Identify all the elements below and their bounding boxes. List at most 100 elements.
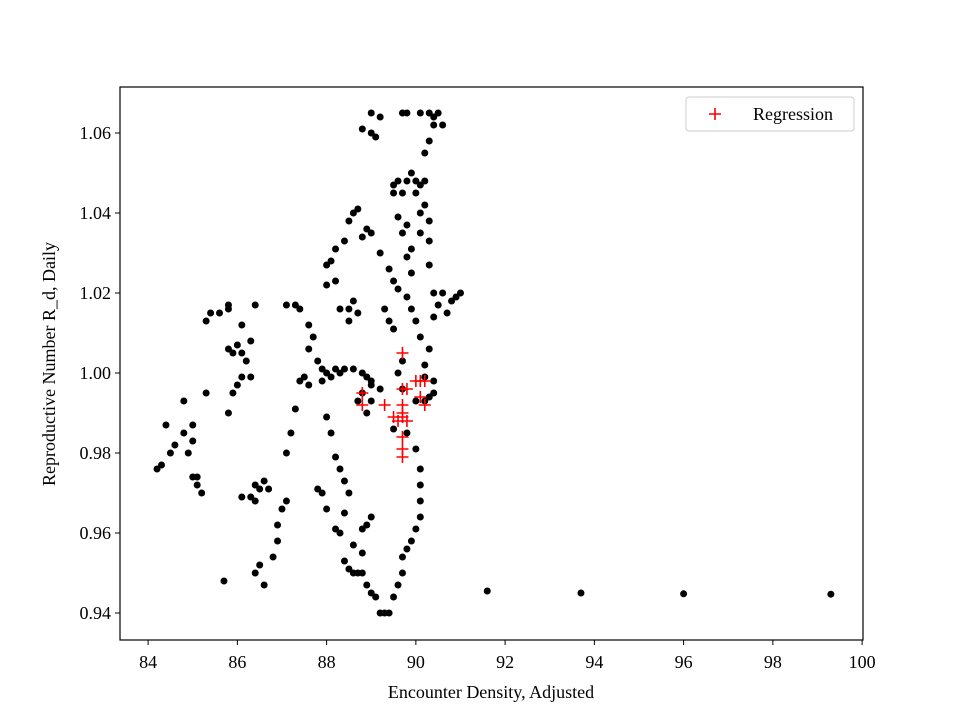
- point: [421, 361, 429, 369]
- point: [425, 137, 433, 145]
- point: [327, 257, 335, 265]
- point: [363, 225, 371, 233]
- point: [430, 313, 438, 321]
- point: [387, 411, 400, 423]
- point: [345, 489, 353, 497]
- point: [430, 121, 438, 129]
- point: [434, 109, 442, 117]
- point: [238, 373, 246, 381]
- point: [416, 229, 424, 237]
- point: [425, 217, 433, 225]
- x-tick-label: 88: [318, 652, 336, 672]
- point: [398, 189, 406, 197]
- point: [251, 301, 259, 309]
- y-tick-label: 1.04: [80, 203, 112, 223]
- point: [358, 233, 366, 241]
- point: [354, 309, 362, 317]
- point: [189, 421, 197, 429]
- point: [425, 237, 433, 245]
- point: [456, 289, 464, 297]
- point: [483, 587, 491, 595]
- point: [416, 209, 424, 217]
- point: [372, 593, 380, 601]
- point: [358, 125, 366, 133]
- point: [378, 399, 391, 411]
- point: [439, 289, 447, 297]
- point: [166, 449, 174, 457]
- point: [356, 399, 369, 411]
- point: [198, 489, 206, 497]
- point: [412, 525, 420, 533]
- point: [396, 431, 409, 443]
- point: [309, 333, 317, 341]
- point: [416, 181, 424, 189]
- y-axis-label: Reproductive Number R_d, Daily: [39, 242, 59, 486]
- y-tick-label: 0.96: [80, 523, 112, 543]
- point: [448, 297, 456, 305]
- point: [376, 385, 384, 393]
- point: [418, 399, 431, 411]
- point: [363, 581, 371, 589]
- point: [314, 485, 322, 493]
- point: [256, 485, 264, 493]
- point: [340, 365, 348, 373]
- x-tick-label: 92: [496, 652, 514, 672]
- point: [367, 381, 375, 389]
- point: [421, 177, 429, 185]
- point: [398, 553, 406, 561]
- point: [171, 441, 179, 449]
- point: [260, 477, 268, 485]
- point: [412, 177, 420, 185]
- point: [396, 451, 409, 463]
- legend-box: [685, 96, 855, 132]
- point: [390, 181, 398, 189]
- point: [251, 569, 259, 577]
- point: [577, 589, 585, 597]
- point: [434, 301, 442, 309]
- point: [398, 569, 406, 577]
- point: [265, 485, 273, 493]
- point: [332, 365, 340, 373]
- point: [224, 345, 232, 353]
- point: [358, 549, 366, 557]
- point: [323, 369, 331, 377]
- point: [282, 301, 290, 309]
- point: [327, 373, 335, 381]
- x-axis-label: Encounter Density, Adjusted: [388, 682, 594, 702]
- point: [400, 383, 413, 395]
- point: [224, 409, 232, 417]
- point: [430, 113, 438, 121]
- point: [425, 109, 433, 117]
- point: [269, 553, 277, 561]
- point: [180, 397, 188, 405]
- point: [407, 305, 415, 313]
- point: [416, 109, 424, 117]
- point: [367, 229, 375, 237]
- point: [412, 445, 420, 453]
- x-tick-label: 90: [407, 652, 425, 672]
- point: [425, 393, 433, 401]
- point: [385, 317, 393, 325]
- point: [421, 149, 429, 157]
- point: [336, 529, 344, 537]
- point: [349, 541, 357, 549]
- point: [390, 325, 398, 333]
- point: [291, 301, 299, 309]
- point: [323, 281, 331, 289]
- point: [403, 545, 411, 553]
- point: [403, 429, 411, 437]
- point: [323, 413, 331, 421]
- point: [363, 373, 371, 381]
- point: [278, 505, 286, 513]
- point: [318, 489, 326, 497]
- point: [247, 493, 255, 501]
- point: [202, 389, 210, 397]
- point: [220, 577, 228, 585]
- point: [416, 513, 424, 521]
- point: [238, 321, 246, 329]
- point: [385, 265, 393, 273]
- point: [318, 377, 326, 385]
- point: [323, 505, 331, 513]
- point: [394, 177, 402, 185]
- point: [251, 481, 259, 489]
